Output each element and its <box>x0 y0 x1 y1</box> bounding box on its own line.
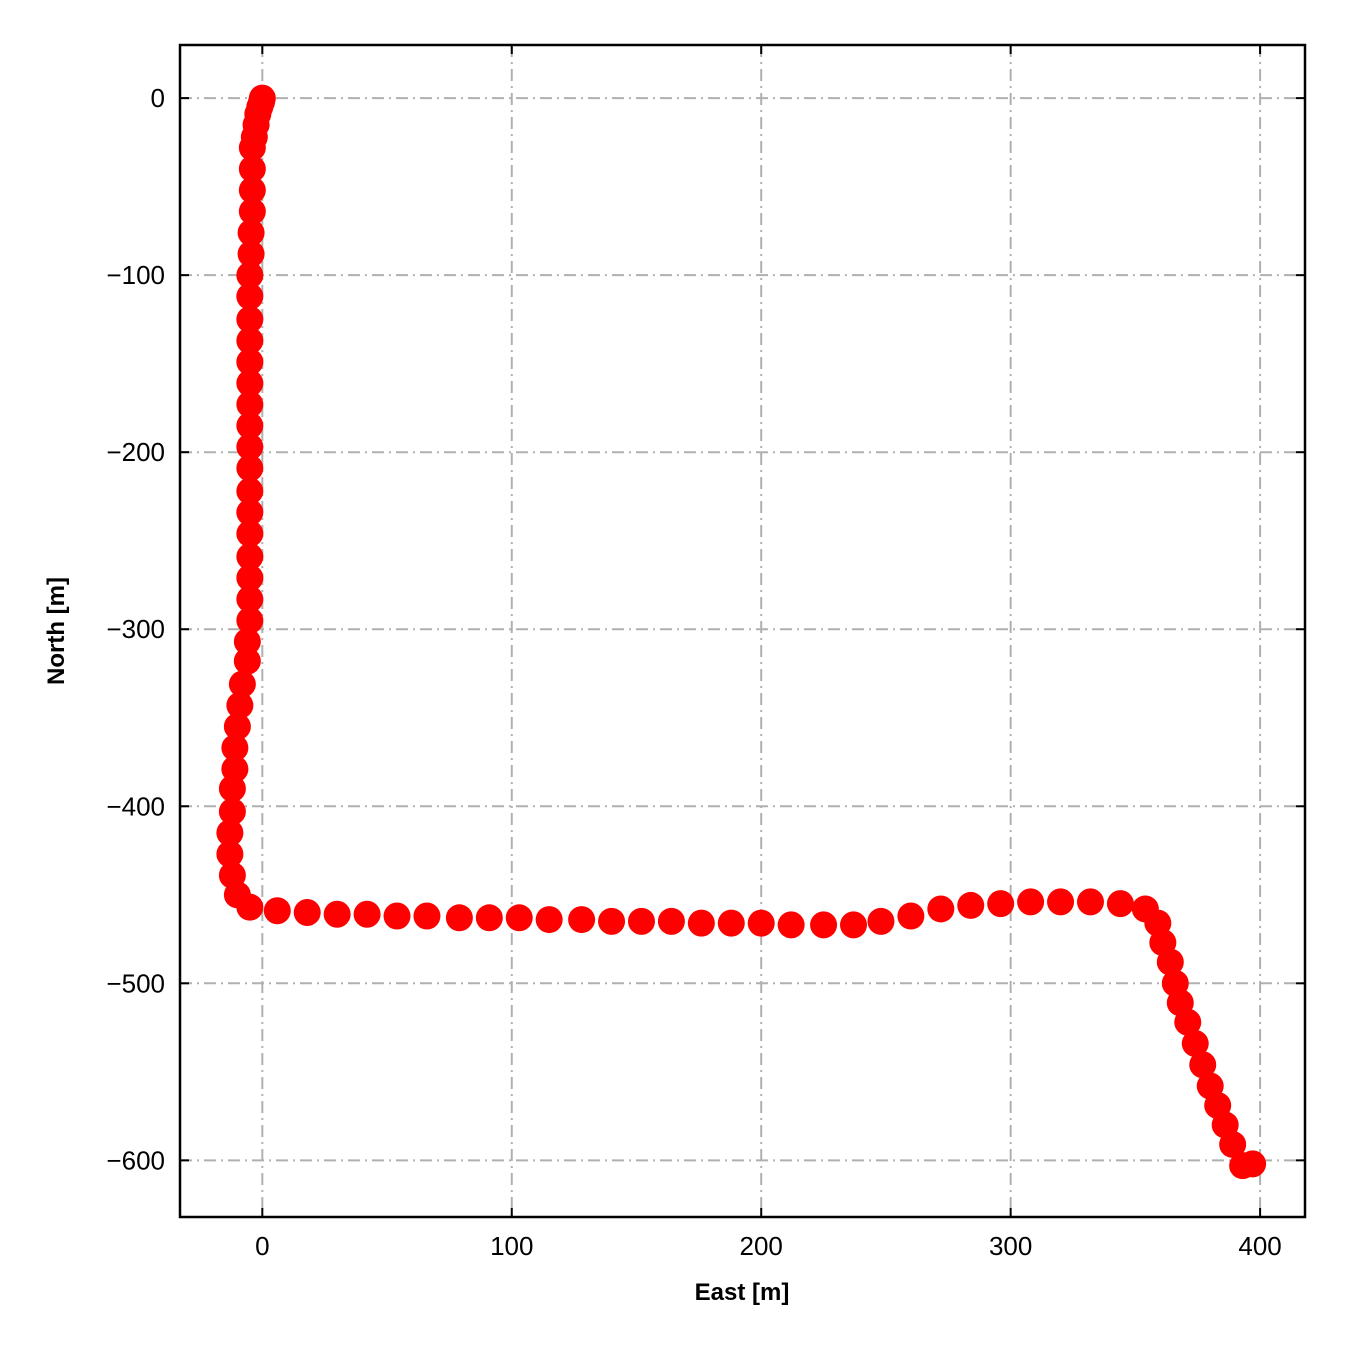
x-tick-label: 400 <box>1238 1231 1281 1261</box>
y-tick-label: −600 <box>106 1145 165 1175</box>
data-point <box>1219 1130 1247 1158</box>
data-point <box>218 798 246 826</box>
data-point <box>1181 1030 1209 1058</box>
data-point <box>221 734 249 762</box>
data-point <box>236 520 264 548</box>
y-tick-label: 0 <box>151 83 165 113</box>
data-point <box>1189 1051 1217 1079</box>
data-point <box>237 219 265 247</box>
data-point <box>223 713 251 741</box>
data-point <box>236 543 264 571</box>
data-point <box>657 907 685 935</box>
data-point <box>238 134 266 162</box>
x-tick-label: 100 <box>490 1231 533 1261</box>
data-point <box>236 454 264 482</box>
x-tick-label: 200 <box>740 1231 783 1261</box>
data-point <box>218 775 246 803</box>
data-point <box>927 895 955 923</box>
x-axis-label: East [m] <box>695 1279 790 1306</box>
data-point <box>383 902 411 930</box>
data-point <box>238 197 266 225</box>
data-point <box>233 647 261 675</box>
data-point <box>236 390 264 418</box>
data-point <box>1106 890 1134 918</box>
x-tick-label: 300 <box>989 1231 1032 1261</box>
data-point <box>236 261 264 289</box>
data-point <box>236 564 264 592</box>
data-point <box>957 891 985 919</box>
data-point <box>216 819 244 847</box>
data-point <box>236 893 264 921</box>
data-point <box>238 176 266 204</box>
data-point <box>236 327 264 355</box>
data-point <box>1017 888 1045 916</box>
data-point <box>353 900 381 928</box>
y-tick-label: −300 <box>106 614 165 644</box>
data-point <box>810 911 838 939</box>
data-point <box>263 897 291 925</box>
data-point <box>598 907 626 935</box>
data-point <box>687 909 715 937</box>
data-point <box>840 911 868 939</box>
y-tick-label: −400 <box>106 791 165 821</box>
tick-labels: 0 100 200 300 400 0 −100 −200 −300 −400 −500 −600 <box>106 83 1281 1261</box>
y-tick-label: −500 <box>106 968 165 998</box>
data-point <box>627 907 655 935</box>
data-point <box>535 906 563 934</box>
data-point <box>226 691 254 719</box>
data-point <box>1047 888 1075 916</box>
data-point <box>236 585 264 613</box>
data-point <box>1156 948 1184 976</box>
data-point <box>228 670 256 698</box>
grid <box>180 45 1305 1217</box>
y-tick-label: −100 <box>106 260 165 290</box>
data-point <box>236 369 264 397</box>
data-point <box>293 898 321 926</box>
data-point <box>568 906 596 934</box>
axis-ticks <box>180 45 1305 1217</box>
data-point <box>236 477 264 505</box>
data-point <box>216 840 244 868</box>
y-axis-label: North [m] <box>43 577 70 685</box>
data-point <box>323 900 351 928</box>
data-point <box>717 909 745 937</box>
data-point <box>236 348 264 376</box>
data-point <box>777 911 805 939</box>
data-point <box>867 907 895 935</box>
data-point <box>237 240 265 268</box>
data-point <box>987 890 1015 918</box>
data-point <box>505 904 533 932</box>
y-tick-label: −200 <box>106 437 165 467</box>
data-point <box>236 305 264 333</box>
x-tick-label: 0 <box>255 1231 269 1261</box>
data-point <box>236 498 264 526</box>
data-point <box>747 909 775 937</box>
data-point <box>236 433 264 461</box>
plot-frame <box>178 43 1307 1219</box>
data-point <box>897 902 925 930</box>
data-point <box>1239 1150 1267 1178</box>
data-point <box>413 902 441 930</box>
data-point <box>445 904 473 932</box>
data-point <box>238 155 266 183</box>
data-point <box>1174 1008 1202 1036</box>
data-point <box>236 606 264 634</box>
data-point <box>236 282 264 310</box>
trajectory-points <box>216 84 1267 1180</box>
data-point <box>475 904 503 932</box>
data-point <box>233 628 261 656</box>
data-point <box>236 412 264 440</box>
data-point <box>1076 888 1104 916</box>
